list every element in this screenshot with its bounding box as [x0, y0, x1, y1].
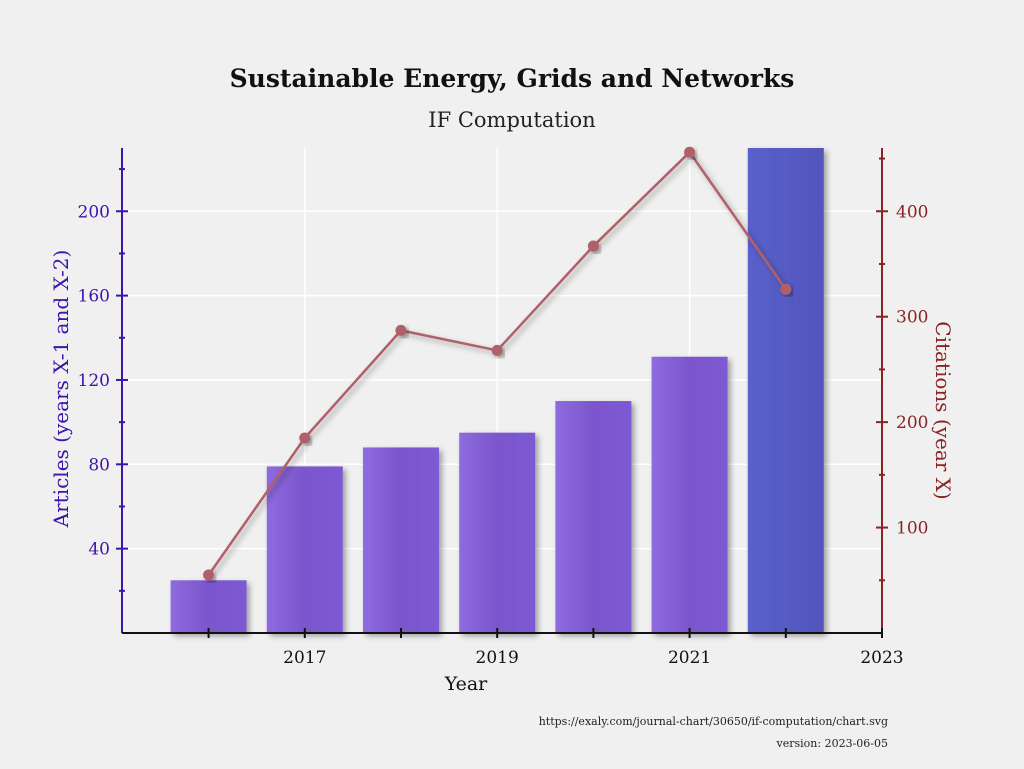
bar-2018	[362, 447, 439, 633]
bar-2022	[747, 148, 824, 633]
left-tick-label: 200	[78, 202, 110, 222]
citation-point-2020	[587, 240, 599, 252]
x-tick-label: 2019	[476, 648, 519, 668]
bar-2017	[266, 466, 343, 633]
citation-point-2019	[491, 344, 503, 356]
right-axis-label: Citations (year X)	[931, 321, 955, 499]
x-tick-label: 2023	[860, 648, 903, 668]
right-tick-label: 200	[896, 413, 928, 433]
citation-point-2018	[395, 324, 407, 336]
bar-2016	[170, 580, 247, 633]
x-tick-label: 2021	[668, 648, 711, 668]
left-tick-label: 80	[88, 455, 110, 475]
citation-point-2021	[684, 146, 696, 158]
left-tick-label: 160	[78, 287, 110, 307]
bar-2019	[459, 432, 536, 633]
footer-url: https://exaly.com/journal-chart/30650/if…	[538, 715, 888, 728]
citation-point-2022	[780, 283, 792, 295]
bar-2020	[555, 401, 632, 633]
right-tick-label: 300	[896, 308, 928, 328]
left-axis-label: Articles (years X-1 and X-2)	[49, 250, 73, 529]
chart-subtitle: IF Computation	[428, 108, 596, 132]
citation-point-2017	[299, 432, 311, 444]
x-tick-label: 2017	[283, 648, 326, 668]
chart-title: Sustainable Energy, Grids and Networks	[229, 64, 795, 93]
left-tick-label: 120	[78, 371, 110, 391]
left-tick-label: 40	[88, 540, 110, 560]
x-axis-label: Year	[444, 673, 488, 695]
right-tick-label: 400	[896, 202, 928, 222]
citation-point-2016	[203, 569, 215, 581]
bar-2021	[651, 356, 728, 633]
right-tick-label: 100	[896, 519, 928, 539]
footer-version: version: 2023-06-05	[776, 737, 888, 750]
